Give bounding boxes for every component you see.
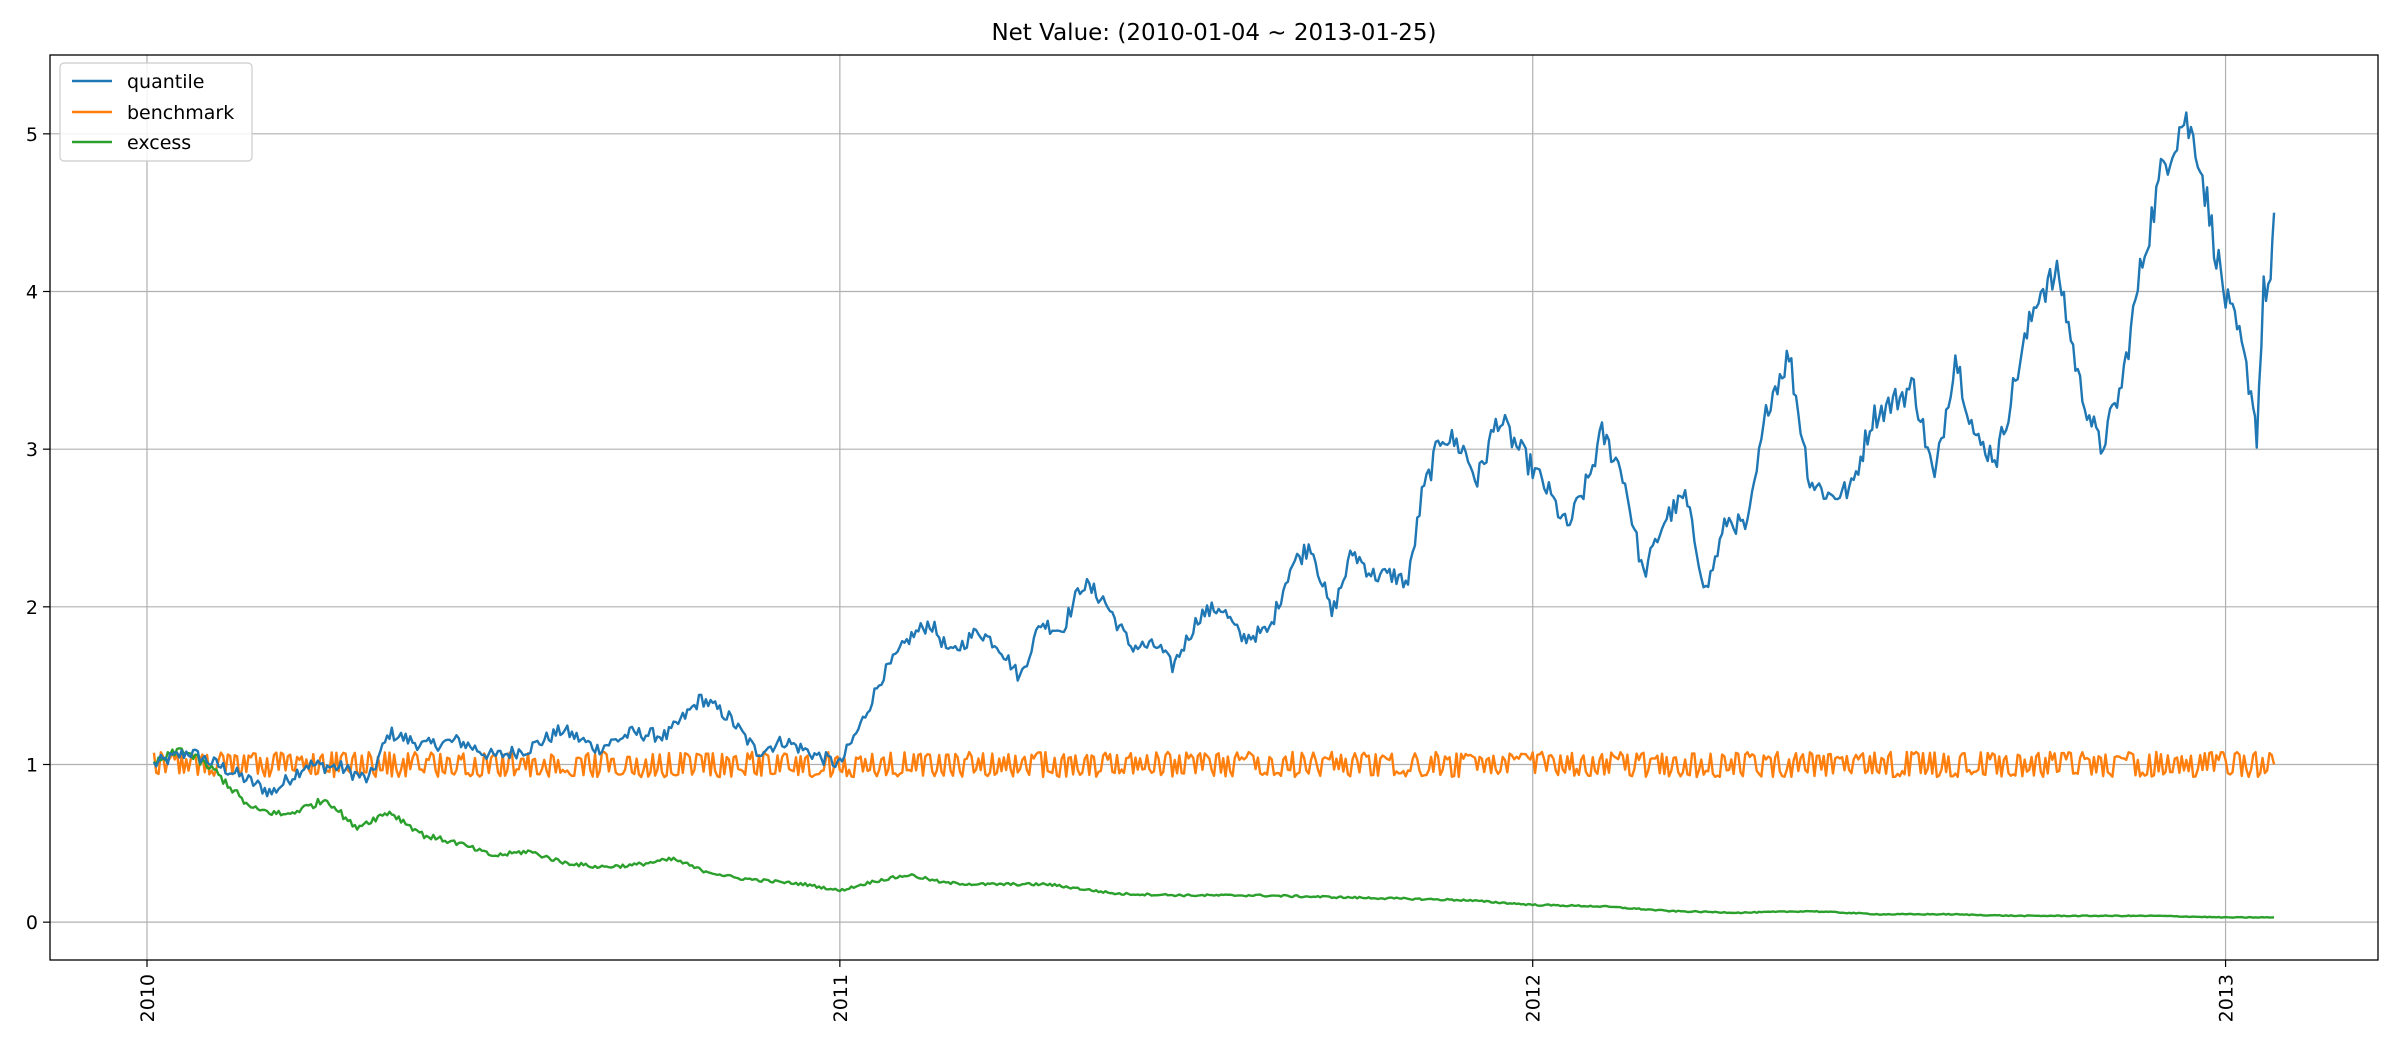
grid [50,55,2378,960]
x-axis: 2010 2011 2012 2013 [137,960,2238,1022]
x-tick-label: 2011 [830,974,852,1022]
x-tick-label: 2010 [137,974,159,1022]
legend-box [59,62,253,162]
legend-label-excess: excess [127,132,191,154]
x-tick-label: 2013 [2216,974,2238,1022]
y-tick-label: 0 [26,912,38,934]
y-tick-label: 4 [26,281,38,303]
x-tick-label: 2012 [1523,974,1545,1022]
y-tick-label: 1 [26,754,38,776]
series-line-quantile [152,111,2276,798]
series-line-excess [152,747,2275,919]
chart-title: Net Value: (2010-01-04 ~ 2013-01-25) [991,20,1436,46]
legend-label-benchmark: benchmark [127,102,234,124]
y-tick-label: 5 [26,124,38,146]
y-tick-label: 2 [26,597,38,619]
series-line-benchmark [152,750,2276,779]
plot-area [152,111,2276,919]
plot-frame [49,54,2379,961]
y-tick-label: 3 [26,439,38,461]
legend: quantile benchmark excess [59,62,253,162]
legend-label-quantile: quantile [127,71,204,93]
y-axis: 0 1 2 3 4 5 [26,124,50,934]
